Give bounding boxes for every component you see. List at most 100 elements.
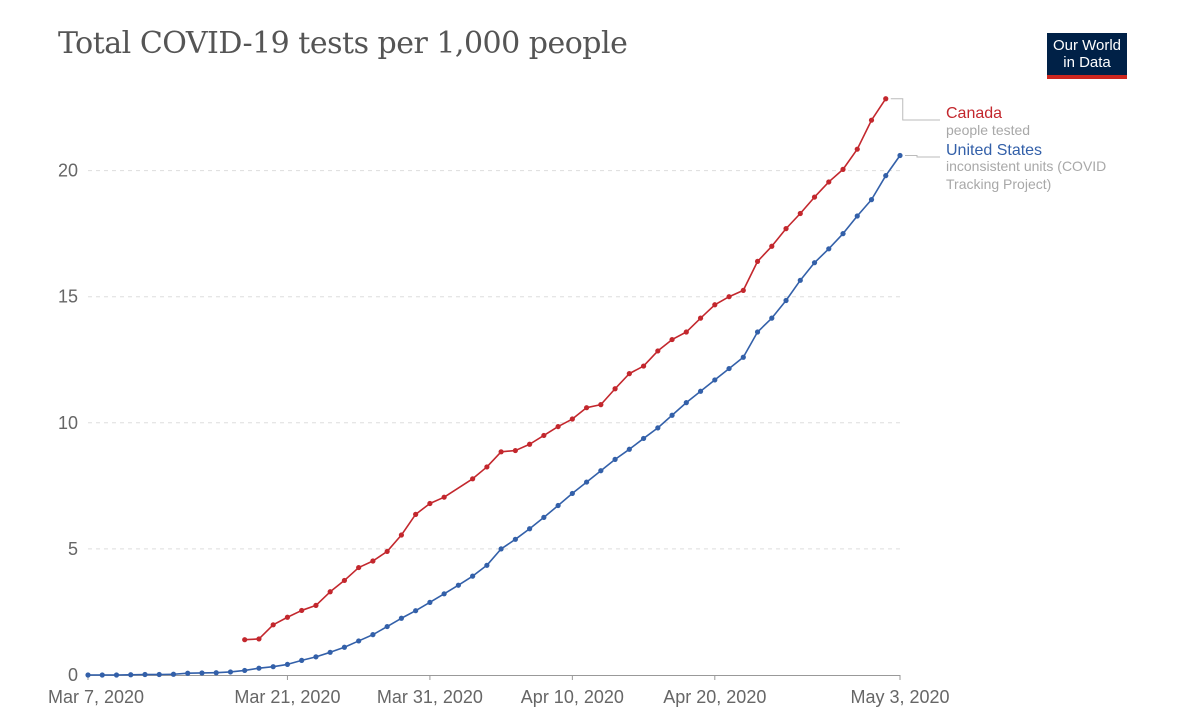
data-point[interactable] bbox=[341, 577, 348, 584]
data-point[interactable] bbox=[797, 277, 803, 283]
data-point[interactable] bbox=[726, 294, 732, 300]
data-point[interactable] bbox=[356, 564, 362, 571]
data-point[interactable] bbox=[854, 213, 860, 219]
data-point[interactable] bbox=[854, 146, 860, 152]
data-point[interactable] bbox=[85, 672, 91, 678]
data-point[interactable] bbox=[598, 402, 604, 408]
data-point[interactable] bbox=[284, 614, 291, 620]
data-point[interactable] bbox=[327, 589, 333, 595]
data-point[interactable] bbox=[498, 449, 504, 455]
data-point[interactable] bbox=[569, 490, 575, 497]
data-point[interactable] bbox=[242, 667, 248, 674]
data-point[interactable] bbox=[256, 636, 262, 642]
data-point[interactable] bbox=[413, 608, 419, 614]
data-point[interactable] bbox=[683, 400, 689, 406]
data-point[interactable] bbox=[598, 468, 604, 474]
data-point[interactable] bbox=[284, 661, 291, 668]
data-point[interactable] bbox=[826, 246, 832, 252]
data-point[interactable] bbox=[583, 405, 590, 411]
data-point[interactable] bbox=[384, 623, 390, 630]
data-point[interactable] bbox=[826, 179, 832, 185]
data-point[interactable] bbox=[840, 166, 846, 172]
data-point[interactable] bbox=[583, 479, 590, 485]
data-point[interactable] bbox=[470, 573, 476, 579]
data-point[interactable] bbox=[384, 548, 390, 555]
data-point[interactable] bbox=[569, 416, 575, 422]
data-point[interactable] bbox=[783, 297, 789, 304]
data-point[interactable] bbox=[213, 670, 219, 676]
data-point[interactable] bbox=[398, 615, 405, 621]
legend-series-name[interactable]: Canada bbox=[946, 105, 1002, 122]
data-point[interactable] bbox=[313, 602, 319, 608]
data-point[interactable] bbox=[370, 632, 376, 638]
data-point[interactable] bbox=[811, 194, 818, 200]
data-point[interactable] bbox=[626, 446, 632, 452]
data-point[interactable] bbox=[541, 514, 547, 520]
data-point[interactable] bbox=[470, 476, 476, 482]
data-point[interactable] bbox=[313, 654, 319, 660]
data-point[interactable] bbox=[541, 432, 547, 439]
data-point[interactable] bbox=[484, 562, 490, 568]
data-point[interactable] bbox=[398, 532, 405, 538]
data-point[interactable] bbox=[697, 388, 704, 394]
data-point[interactable] bbox=[669, 336, 675, 343]
data-point[interactable] bbox=[441, 494, 447, 500]
data-point[interactable] bbox=[484, 464, 490, 470]
data-point[interactable] bbox=[413, 511, 419, 517]
data-point[interactable] bbox=[883, 173, 889, 179]
data-point[interactable] bbox=[99, 672, 105, 678]
data-point[interactable] bbox=[170, 671, 177, 677]
data-point[interactable] bbox=[512, 447, 518, 454]
data-point[interactable] bbox=[883, 96, 889, 102]
data-point[interactable] bbox=[612, 456, 618, 462]
data-point[interactable] bbox=[128, 672, 134, 678]
data-point[interactable] bbox=[341, 644, 348, 650]
data-point[interactable] bbox=[868, 117, 875, 123]
data-point[interactable] bbox=[740, 354, 746, 360]
data-point[interactable] bbox=[270, 622, 276, 628]
data-point[interactable] bbox=[797, 210, 803, 217]
data-point[interactable] bbox=[811, 260, 818, 266]
data-point[interactable] bbox=[498, 546, 504, 552]
data-point[interactable] bbox=[740, 287, 746, 294]
data-point[interactable] bbox=[626, 371, 632, 377]
data-point[interactable] bbox=[299, 657, 305, 663]
data-point[interactable] bbox=[441, 591, 447, 597]
data-point[interactable] bbox=[356, 638, 362, 644]
data-point[interactable] bbox=[697, 315, 704, 321]
data-point[interactable] bbox=[299, 607, 305, 614]
data-point[interactable] bbox=[655, 348, 661, 354]
data-point[interactable] bbox=[769, 243, 775, 249]
data-point[interactable] bbox=[726, 365, 732, 372]
data-point[interactable] bbox=[712, 377, 718, 383]
data-point[interactable] bbox=[640, 435, 647, 442]
data-point[interactable] bbox=[185, 670, 191, 676]
data-point[interactable] bbox=[655, 425, 661, 431]
data-point[interactable] bbox=[868, 197, 875, 203]
owid-logo[interactable]: Our World in Data bbox=[1047, 33, 1127, 79]
data-point[interactable] bbox=[242, 637, 248, 643]
data-point[interactable] bbox=[783, 226, 789, 232]
data-point[interactable] bbox=[156, 671, 162, 678]
data-point[interactable] bbox=[754, 329, 761, 335]
data-point[interactable] bbox=[427, 599, 433, 605]
data-point[interactable] bbox=[612, 386, 618, 392]
data-point[interactable] bbox=[769, 315, 775, 321]
data-point[interactable] bbox=[113, 672, 120, 678]
data-point[interactable] bbox=[527, 441, 533, 447]
data-point[interactable] bbox=[669, 412, 675, 418]
data-point[interactable] bbox=[897, 152, 903, 159]
data-point[interactable] bbox=[754, 258, 761, 265]
data-point[interactable] bbox=[199, 670, 205, 676]
data-point[interactable] bbox=[256, 665, 262, 671]
data-point[interactable] bbox=[455, 582, 461, 588]
data-point[interactable] bbox=[142, 671, 148, 678]
data-point[interactable] bbox=[227, 669, 234, 675]
data-point[interactable] bbox=[512, 536, 518, 542]
data-point[interactable] bbox=[370, 558, 376, 564]
data-point[interactable] bbox=[640, 363, 647, 369]
data-point[interactable] bbox=[427, 500, 433, 507]
data-point[interactable] bbox=[270, 664, 276, 670]
data-point[interactable] bbox=[555, 423, 561, 430]
data-point[interactable] bbox=[527, 526, 533, 532]
